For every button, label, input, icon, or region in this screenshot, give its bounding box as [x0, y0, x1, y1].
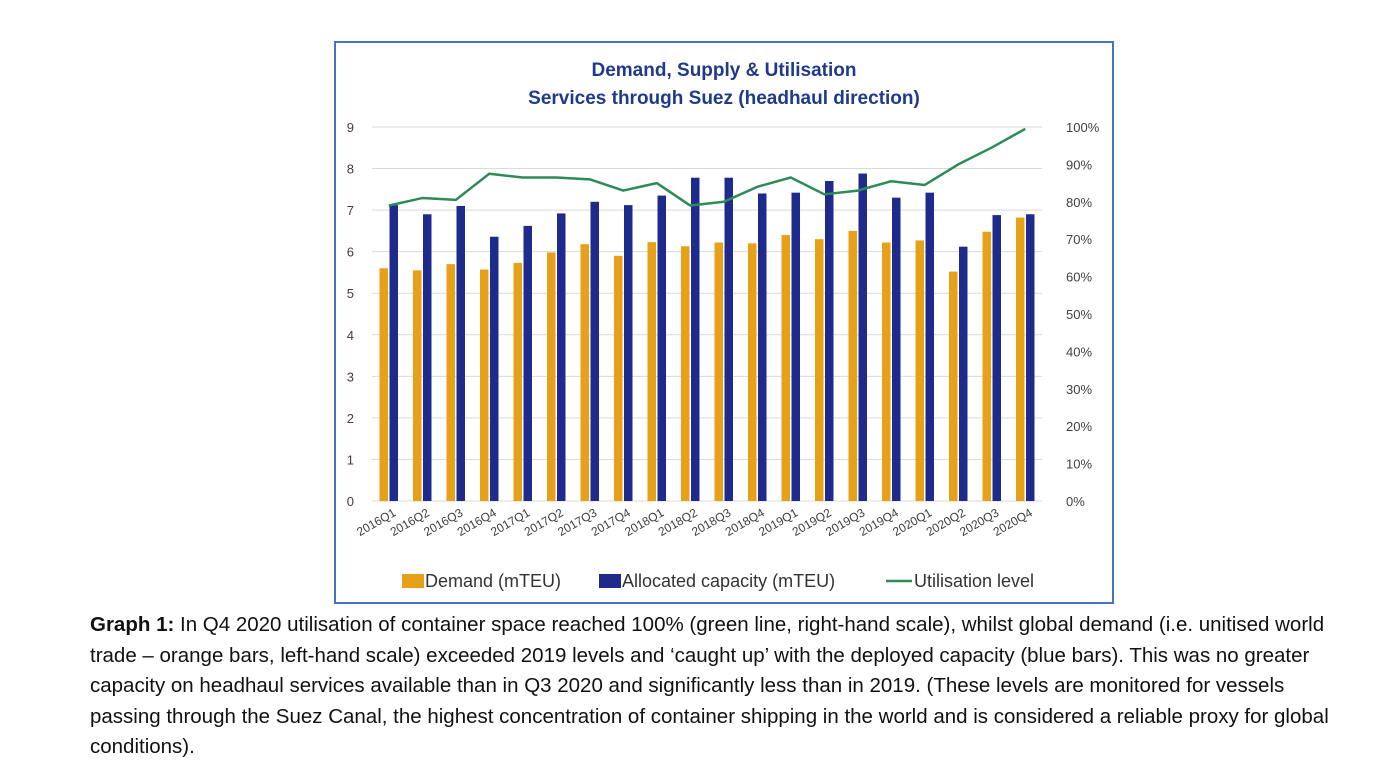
- right-tick-label: 30%: [1066, 382, 1092, 397]
- demand-bar: [446, 264, 455, 501]
- figure-caption: Graph 1: In Q4 2020 utilisation of conta…: [90, 610, 1360, 763]
- capacity-bar: [1026, 214, 1035, 501]
- capacity-bar: [925, 192, 934, 501]
- demand-bar: [714, 242, 723, 501]
- capacity-bar: [624, 205, 633, 501]
- capacity-bar: [791, 192, 800, 501]
- right-tick-label: 100%: [1066, 120, 1100, 135]
- demand-bar: [949, 271, 958, 501]
- demand-bar: [547, 252, 556, 501]
- utilisation-line: [388, 127, 1026, 207]
- caption-text: In Q4 2020 utilisation of container spac…: [90, 613, 1329, 758]
- right-tick-label: 50%: [1066, 307, 1092, 322]
- legend-swatch-demand: [402, 574, 424, 588]
- demand-bar: [647, 242, 656, 501]
- bars: [379, 173, 1035, 502]
- demand-bar: [614, 255, 623, 501]
- demand-bar: [815, 239, 824, 501]
- demand-bar: [781, 235, 790, 502]
- demand-bar: [580, 244, 589, 502]
- legend: Demand (mTEU) Allocated capacity (mTEU) …: [402, 571, 1034, 591]
- chart-title: Demand, Supply & Utilisation: [592, 60, 857, 81]
- chart-container: Demand, Supply & Utilisation Services th…: [334, 41, 1114, 604]
- demand-bar: [681, 246, 690, 501]
- demand-bar: [413, 270, 422, 501]
- demand-bar: [915, 240, 924, 502]
- capacity-bar: [490, 236, 499, 501]
- left-tick-label: 7: [347, 203, 354, 218]
- demand-bar: [982, 231, 991, 501]
- x-tick-label: 2020Q4: [991, 505, 1035, 539]
- demand-bar: [882, 242, 891, 501]
- left-tick-label: 5: [347, 286, 354, 301]
- right-tick-label: 60%: [1066, 270, 1092, 285]
- capacity-bar: [724, 177, 733, 501]
- left-tick-label: 3: [347, 369, 354, 384]
- x-axis-labels: 2016Q12016Q22016Q32016Q42017Q12017Q22017…: [354, 505, 1035, 539]
- right-tick-label: 20%: [1066, 419, 1092, 434]
- demand-bar: [1016, 217, 1025, 501]
- right-tick-label: 90%: [1066, 157, 1092, 172]
- capacity-bar: [758, 193, 767, 501]
- legend-label-utilisation: Utilisation level: [914, 571, 1034, 591]
- left-tick-label: 6: [347, 245, 354, 260]
- capacity-bar: [959, 246, 968, 501]
- capacity-bar: [657, 195, 666, 502]
- capacity-bar: [423, 214, 432, 501]
- capacity-bar: [825, 181, 834, 501]
- left-tick-label: 4: [347, 328, 354, 343]
- left-tick-label: 9: [347, 120, 354, 135]
- demand-bar: [848, 230, 857, 501]
- demand-bar: [379, 268, 388, 501]
- combo-chart: Demand, Supply & Utilisation Services th…: [347, 60, 1100, 591]
- legend-label-demand: Demand (mTEU): [425, 571, 561, 591]
- right-tick-label: 40%: [1066, 344, 1092, 359]
- capacity-bar: [992, 215, 1001, 501]
- capacity-bar: [590, 201, 599, 502]
- capacity-bar: [523, 225, 532, 501]
- capacity-bar: [456, 205, 465, 501]
- left-tick-label: 8: [347, 162, 354, 177]
- capacity-bar: [858, 173, 867, 501]
- right-tick-label: 10%: [1066, 457, 1092, 472]
- left-tick-label: 2: [347, 411, 354, 426]
- demand-bar: [513, 262, 522, 501]
- demand-bar: [480, 269, 489, 501]
- left-axis: 0 1 2 3 4 5 6 7 8 9: [347, 120, 354, 509]
- right-tick-label: 80%: [1066, 195, 1092, 210]
- capacity-bar: [691, 177, 700, 501]
- utilisation-line-path: [388, 127, 1026, 207]
- gridlines: [372, 126, 1042, 502]
- right-axis: 0% 10% 20% 30% 40% 50% 60% 70% 80% 90% 100%: [1066, 120, 1100, 509]
- right-tick-label: 0%: [1066, 494, 1085, 509]
- capacity-bar: [557, 213, 566, 502]
- demand-bar: [748, 243, 757, 501]
- right-tick-label: 70%: [1066, 232, 1092, 247]
- capacity-bar: [892, 197, 901, 501]
- left-tick-label: 0: [347, 494, 354, 509]
- capacity-bar: [389, 205, 398, 501]
- legend-label-capacity: Allocated capacity (mTEU): [622, 571, 835, 591]
- left-tick-label: 1: [347, 452, 354, 467]
- legend-swatch-capacity: [599, 574, 621, 588]
- chart-subtitle: Services through Suez (headhaul directio…: [528, 88, 920, 109]
- caption-label: Graph 1:: [90, 613, 175, 636]
